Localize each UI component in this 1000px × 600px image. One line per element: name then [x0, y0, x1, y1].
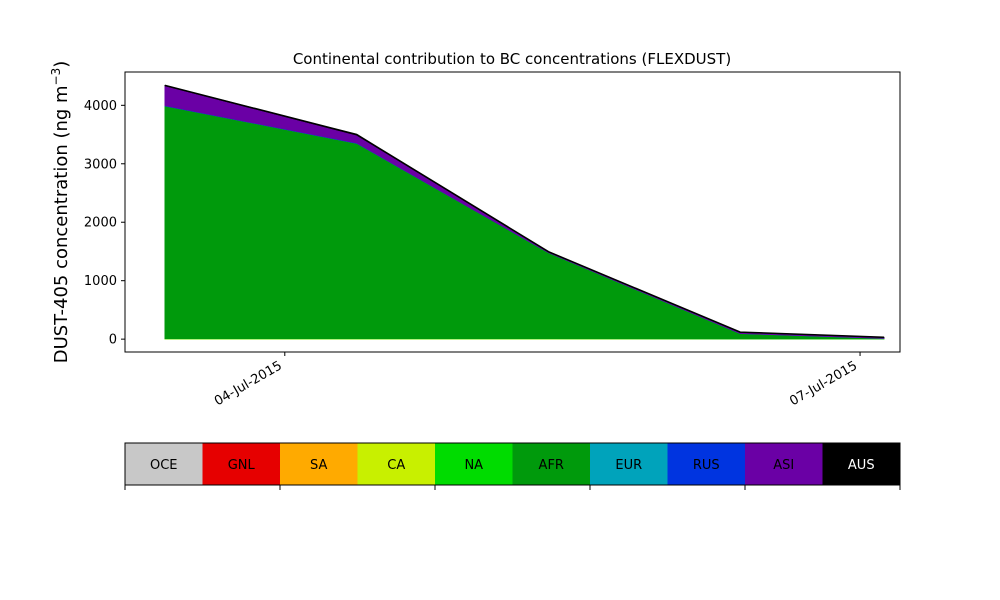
legend-swatch-asi — [745, 443, 823, 485]
legend-label-afr: AFR — [539, 458, 564, 473]
area-afr — [164, 105, 885, 340]
legend-swatch-oce — [125, 443, 203, 485]
y-axis-label: DUST-405 concentration (ng m−3) — [49, 61, 72, 364]
legend-swatch-eur — [590, 443, 668, 485]
legend-swatch-aus — [822, 443, 901, 485]
legend-swatch-sa — [280, 443, 358, 485]
y-axis-label-close: ) — [51, 61, 72, 68]
legend-label-na: NA — [464, 458, 483, 473]
legend-label-ca: CA — [387, 458, 405, 473]
legend-label-rus: RUS — [693, 458, 720, 473]
y-tick-label: 2000 — [84, 216, 117, 231]
legend-label-gnl: GNL — [228, 458, 256, 473]
stacked-areas — [164, 84, 885, 340]
x-tick-label: 04-Jul-2015 — [212, 358, 285, 409]
legend-frame — [124, 442, 901, 486]
legend-label-aus: AUS — [848, 458, 875, 473]
y-axis-label-superscript: −3 — [49, 68, 63, 86]
legend-swatch-afr — [512, 443, 591, 485]
y-tick-label: 3000 — [84, 157, 117, 172]
stack-top-line — [164, 84, 885, 338]
legend-label-eur: EUR — [615, 458, 642, 473]
legend-colorbar: OCE GNL SA CA NA AFR EUR RUS ASI AUS — [124, 442, 901, 490]
legend-label-oce: OCE — [150, 458, 178, 473]
legend-label-sa: SA — [310, 458, 327, 473]
legend-swatch-gnl — [202, 443, 281, 485]
chart-title: Continental contribution to BC concentra… — [293, 50, 731, 68]
legend-swatch-na — [435, 443, 513, 485]
plot-frame — [124, 71, 901, 353]
legend-swatch-ca — [357, 443, 436, 485]
legend-label-asi: ASI — [773, 458, 794, 473]
x-tick-label: 07-Jul-2015 — [787, 358, 860, 409]
y-axis: 0 1000 2000 3000 4000 — [84, 99, 125, 348]
y-tick-label: 4000 — [84, 99, 117, 114]
legend-swatch-rus — [667, 443, 746, 485]
x-axis: 04-Jul-2015 07-Jul-2015 — [212, 352, 861, 409]
y-tick-label: 1000 — [84, 274, 117, 289]
y-tick-label: 0 — [109, 333, 117, 348]
y-axis-label-main: DUST-405 concentration (ng m — [51, 85, 72, 363]
